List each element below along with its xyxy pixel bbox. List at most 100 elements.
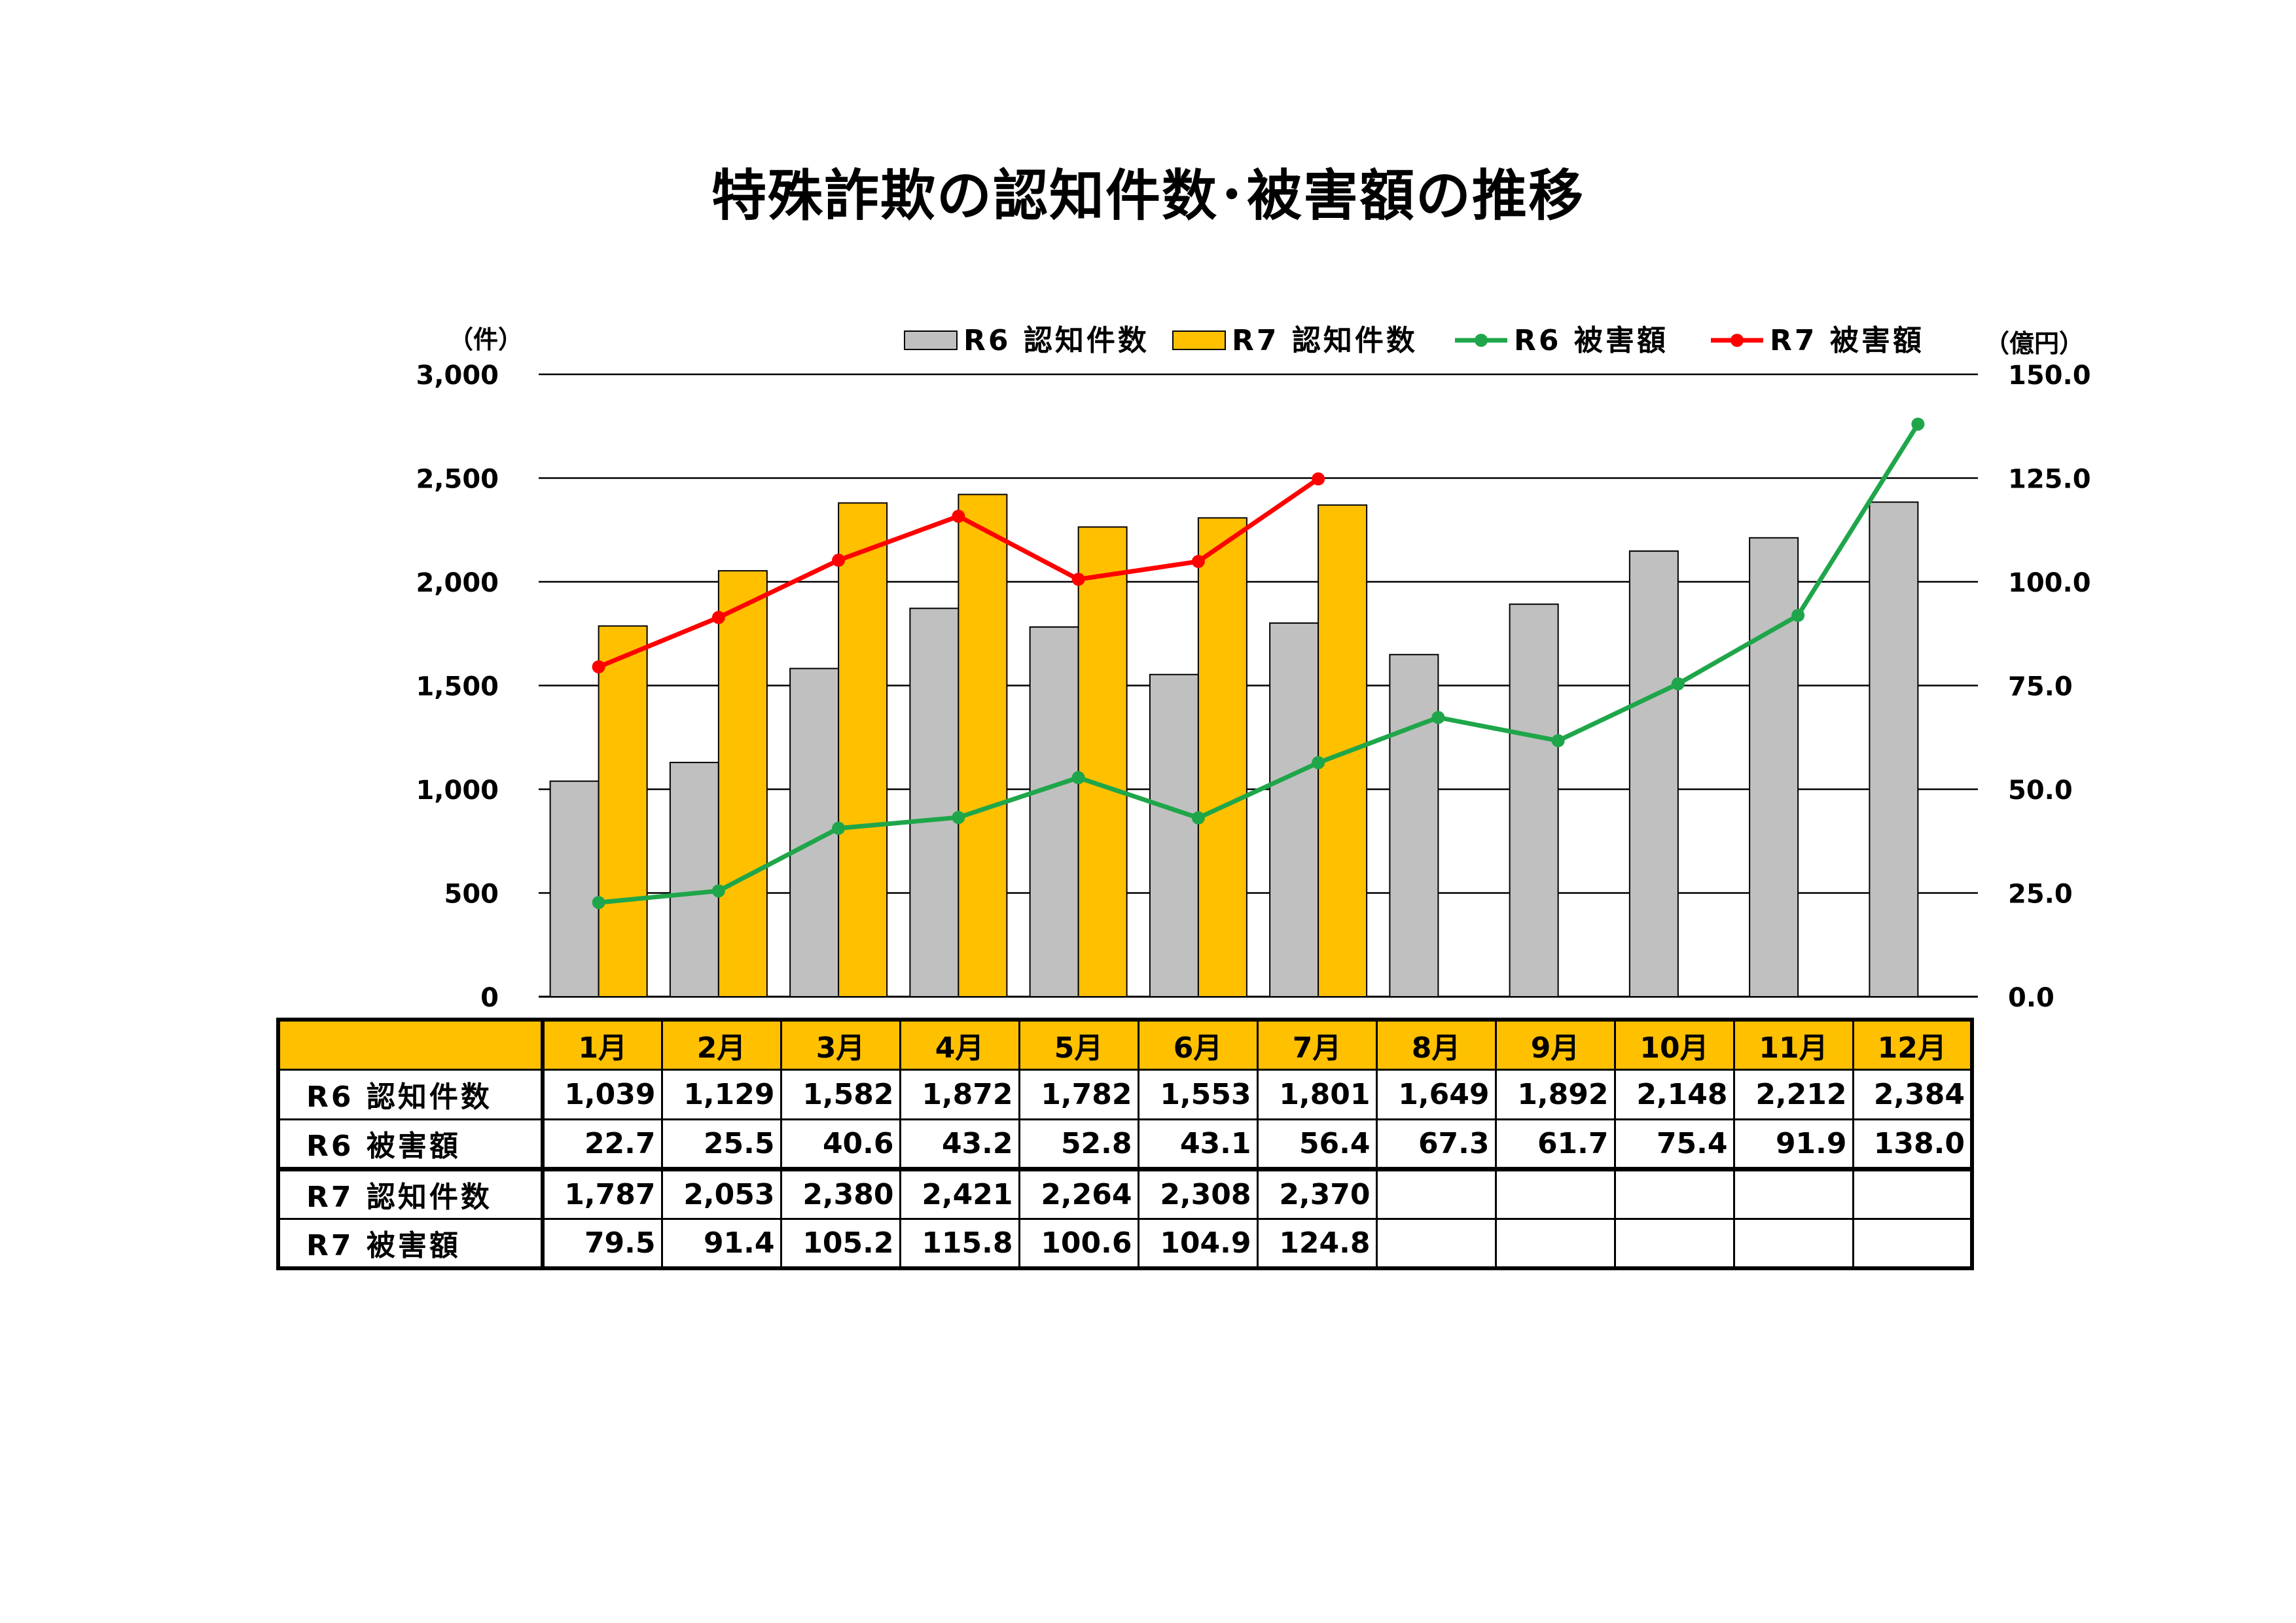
table-cell: 2,370 <box>1256 1166 1378 1220</box>
table-cell: 1,872 <box>899 1068 1020 1120</box>
table-cell: 1,892 <box>1494 1068 1616 1120</box>
line-point <box>1071 771 1085 785</box>
table-cell: 1,039 <box>541 1068 663 1120</box>
legend-label: R7 被害額 <box>1770 324 1924 357</box>
table-cell: 1,801 <box>1256 1068 1378 1120</box>
y-left-tick-label: 1,500 <box>416 672 499 702</box>
table-cell: 43.1 <box>1137 1118 1259 1170</box>
table-cell: 91.4 <box>660 1217 782 1270</box>
table-cell: 40.6 <box>780 1118 901 1170</box>
y-right-tick-label: 75.0 <box>2008 672 2073 702</box>
bar <box>1628 550 1679 997</box>
y-right-tick-label: 125.0 <box>2008 465 2091 495</box>
combo-chart: 0 0.0 500 25.0 1,000 50.0 1,500 75.0 2,000 100.0 2… <box>416 324 2090 1013</box>
table-cell: 2,380 <box>780 1166 901 1220</box>
table-cell <box>1613 1217 1735 1270</box>
legend-swatch <box>904 330 958 350</box>
table-cell: 2,264 <box>1018 1166 1139 1220</box>
line-point <box>952 811 965 825</box>
line-point <box>1791 609 1805 622</box>
bar <box>1749 537 1799 997</box>
table-cell <box>1494 1166 1616 1220</box>
legend-marker <box>1731 334 1744 347</box>
table-month-header: 9月 <box>1494 1018 1616 1071</box>
bar <box>1269 622 1319 997</box>
table-month-header: 12月 <box>1852 1018 1973 1071</box>
legend-label: R7 認知件数 <box>1232 324 1418 357</box>
table-cell: 1,787 <box>541 1166 663 1220</box>
table-cell: 75.4 <box>1613 1118 1735 1170</box>
y-right-tick-label: 25.0 <box>2008 880 2073 910</box>
legend-marker <box>1475 334 1488 347</box>
legend: R6 認知件数 R7 認知件数 R6 被害額 R7 被害額 <box>904 324 1924 357</box>
table-cell: 2,308 <box>1137 1166 1259 1220</box>
bar <box>1029 626 1079 997</box>
line-point <box>592 660 605 673</box>
bar <box>1869 501 1919 997</box>
legend-swatch <box>1172 330 1226 350</box>
legend-label: R6 被害額 <box>1514 324 1668 357</box>
table-cell <box>1852 1166 1973 1220</box>
table-cell <box>1494 1217 1616 1270</box>
table-cell: 138.0 <box>1852 1118 1973 1170</box>
table-corner-cell <box>277 1018 545 1071</box>
bar-series <box>549 493 1919 998</box>
line-point <box>711 611 725 624</box>
table-cell: 67.3 <box>1375 1118 1497 1170</box>
table-cell: 105.2 <box>780 1217 901 1270</box>
y-right-tick-label: 50.0 <box>2008 776 2073 806</box>
line-point <box>1551 734 1565 747</box>
bar <box>1318 504 1368 997</box>
line-point <box>832 554 846 567</box>
line-point <box>952 509 965 523</box>
axes: 0 0.0 500 25.0 1,000 50.0 1,500 75.0 2,000 100.0 2… <box>416 325 2090 1013</box>
bar <box>1509 603 1559 997</box>
y-left-tick-label: 0 <box>480 983 499 1013</box>
table-row: R7 被害額 79.5 91.4 105.2 115.8 100.6 104.9 124.8 <box>277 1217 1973 1270</box>
table-cell: 115.8 <box>899 1217 1020 1270</box>
table-cell: 25.5 <box>660 1118 782 1170</box>
bar <box>598 625 648 997</box>
table-row: R6 認知件数 1,039 1,129 1,582 1,872 1,782 1,553 1,8… <box>277 1068 1973 1120</box>
table-cell <box>1375 1217 1497 1270</box>
table-row-label: R6 被害額 <box>277 1118 545 1170</box>
line-point <box>1312 756 1325 770</box>
line-point <box>1191 811 1205 825</box>
line-point <box>1431 711 1445 724</box>
table-cell <box>1375 1166 1497 1220</box>
line-point <box>1671 677 1685 690</box>
bar <box>669 762 719 998</box>
bar <box>909 607 960 997</box>
y-right-tick-label: 150.0 <box>2008 361 2091 391</box>
line-series <box>592 418 1925 910</box>
table-cell: 22.7 <box>541 1118 663 1170</box>
table-cell: 61.7 <box>1494 1118 1616 1170</box>
y-left-tick-label: 1,000 <box>416 776 499 806</box>
table-row: R6 被害額 22.7 25.5 40.6 43.2 52.8 43.1 56.4 67.3 61… <box>277 1118 1973 1170</box>
table-cell <box>1613 1166 1735 1220</box>
table-cell: 104.9 <box>1137 1217 1259 1270</box>
table-header-row: 1月 2月 3月 4月 5月 6月 7月 8月 9月 10月 11月 12月 <box>277 1018 1973 1071</box>
bar <box>1077 526 1128 997</box>
table-month-header: 2月 <box>660 1018 782 1071</box>
table-cell: 2,384 <box>1852 1068 1973 1120</box>
y-left-tick-label: 2,000 <box>416 568 499 598</box>
table-cell: 2,053 <box>660 1166 782 1220</box>
line-point <box>1312 472 1325 486</box>
table-row-label: R7 認知件数 <box>277 1166 545 1220</box>
line-point <box>832 821 846 835</box>
table-row-label: R7 被害額 <box>277 1217 545 1270</box>
table-month-header: 11月 <box>1732 1018 1854 1071</box>
bar <box>717 570 768 997</box>
line-point <box>592 896 605 910</box>
line-point <box>1911 418 1925 431</box>
table-cell <box>1852 1217 1973 1270</box>
bar <box>1389 654 1439 997</box>
chart-title: 特殊詐欺の認知件数･被害額の推移 <box>711 164 1585 228</box>
table-row: R7 認知件数 1,787 2,053 2,380 2,421 2,264 2,308 2,3… <box>277 1166 1973 1220</box>
bar <box>1149 673 1199 997</box>
data-table: 1月 2月 3月 4月 5月 6月 7月 8月 9月 10月 11月 12月 R6 認知件数 1,039 1… <box>276 1018 1974 1270</box>
series-line <box>598 423 1920 905</box>
line-point <box>711 884 725 898</box>
table-month-header: 5月 <box>1018 1018 1139 1071</box>
